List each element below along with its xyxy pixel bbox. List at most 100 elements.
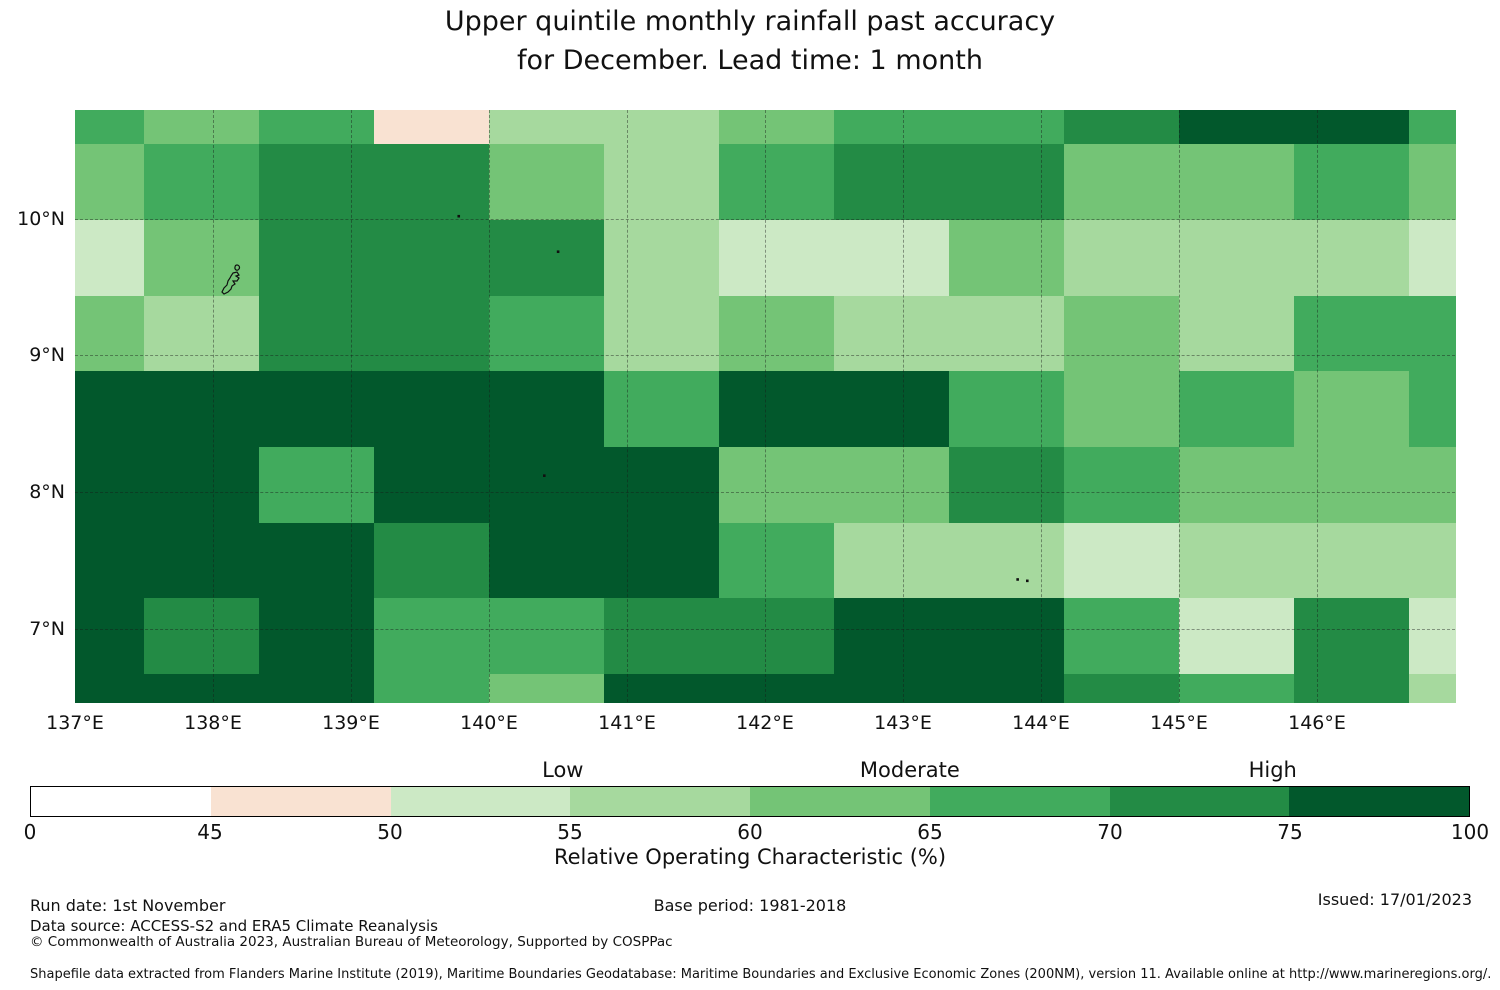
map-cell [947,597,1064,674]
graticule-meridian [1041,110,1042,702]
colorbar-category-label: Moderate [859,758,960,782]
map-cell [1062,673,1179,703]
graticule-meridian [1317,110,1318,702]
map-cell [602,219,719,296]
map-cell [372,370,489,447]
map-cell [1292,110,1409,145]
map-cell [372,522,489,599]
map-cell [602,673,719,703]
map-cell [833,446,949,523]
map-cell [257,110,374,145]
map-cell [717,522,834,599]
map-cell [947,522,1064,599]
map-cell [257,673,374,703]
colorbar-category-label: High [1248,758,1297,782]
map-cell [833,597,949,674]
graticule-parallel [75,628,1455,630]
map-cell [143,219,259,296]
map-cell [1062,446,1179,523]
map-cell [1292,370,1409,447]
map-cell [143,143,259,220]
y-tick-label: 7°N [29,617,65,640]
map-cell [75,597,144,674]
map-cell [372,673,489,703]
x-tick-label: 143°E [874,712,932,734]
colorbar-segment [1289,787,1469,816]
map-cell [1062,219,1179,296]
y-tick-label: 10°N [17,207,65,230]
map-cell [1292,522,1409,599]
map-cell [488,522,604,599]
footer-run-date: Run date: 1st November [30,896,226,915]
map-cell [1292,673,1409,703]
x-tick-label: 140°E [460,712,518,734]
map-cell [947,110,1064,145]
map-cell [372,219,489,296]
graticule-meridian [765,110,766,702]
footer-issued: Issued: 17/01/2023 [1317,890,1472,909]
map-cell [717,294,834,372]
y-tick-label: 9°N [29,344,65,367]
map-cell [602,370,719,447]
map-cell [1178,370,1294,447]
colorbar-tick-label: 65 [917,820,943,844]
map-cell [833,673,949,703]
map-cell [257,446,374,523]
x-tick-label: 145°E [1150,712,1208,734]
map-cell [1178,143,1294,220]
map-cell [717,219,834,296]
map-cell [717,370,834,447]
map-cell [1292,597,1409,674]
x-tick-label: 146°E [1288,712,1346,734]
map-cell [1407,446,1456,523]
map-cell [143,294,259,372]
map-cell [833,219,949,296]
footer-base-period: Base period: 1981-2018 [653,896,847,915]
chart-title-line1: Upper quintile monthly rainfall past acc… [444,6,1056,37]
map-cell [372,446,489,523]
map-cell [1407,110,1456,145]
map-cell [75,143,144,220]
footer-data-source: Data source: ACCESS-S2 and ERA5 Climate … [30,917,438,935]
graticule-meridian [213,110,214,702]
map-cell [143,597,259,674]
map-cell [488,143,604,220]
map-cell [602,446,719,523]
map-cell [1407,522,1456,599]
map-cell [372,597,489,674]
map-cell [833,522,949,599]
colorbar-tick-label: 75 [1277,820,1303,844]
map-cell [947,294,1064,372]
colorbar-tick-label: 55 [557,820,583,844]
map-cell [1292,143,1409,220]
map-cell [257,597,374,674]
map-cell [1178,446,1294,523]
footer-copyright: © Commonwealth of Australia 2023, Austra… [30,934,673,950]
map-cell [717,110,834,145]
colorbar-segment [570,787,750,816]
map-cell [947,370,1064,447]
map-cell [717,673,834,703]
graticule-meridian [1179,110,1180,702]
map-cell [75,110,144,145]
x-tick-label: 139°E [322,712,380,734]
graticule-parallel [75,218,1455,220]
map-cell [257,294,374,372]
colorbar-segment [750,787,930,816]
map-cell [488,294,604,372]
chart-title: Upper quintile monthly rainfall past acc… [0,2,1500,80]
colorbar [30,786,1470,817]
map-cell [1178,294,1294,372]
x-tick-label: 142°E [736,712,794,734]
x-tick-label: 138°E [184,712,242,734]
map-cell [1407,597,1456,674]
map-cell [1062,294,1179,372]
colorbar-tick-label: 100 [1450,820,1490,844]
map-cell [488,219,604,296]
map-cell [602,143,719,220]
map-cell [75,673,144,703]
map-cell [1407,143,1456,220]
graticule-meridian [351,110,352,702]
colorbar-segment [1109,787,1290,816]
map-cell [1062,110,1179,145]
